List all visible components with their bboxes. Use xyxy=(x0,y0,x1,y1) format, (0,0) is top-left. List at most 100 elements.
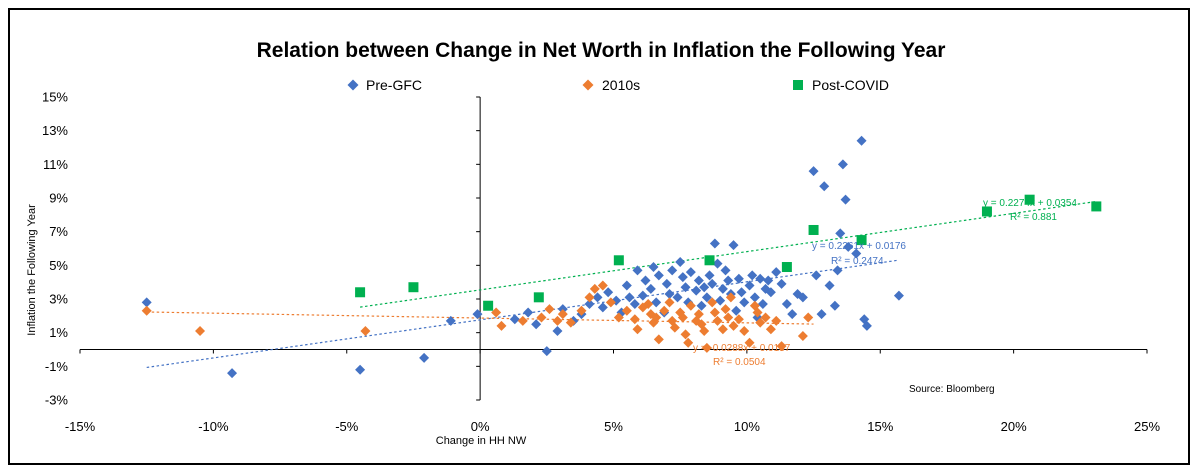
point-pre-gfc xyxy=(704,270,715,281)
point-pre-gfc xyxy=(736,287,747,298)
point-2010s xyxy=(701,342,712,353)
point-2010s xyxy=(605,297,616,308)
x-tick-label: -10% xyxy=(198,419,229,434)
point-2010s xyxy=(693,309,704,320)
point-2010s xyxy=(685,300,696,311)
point-pre-gfc xyxy=(472,309,483,320)
point-2010s xyxy=(565,317,576,328)
point-pre-gfc xyxy=(717,283,728,294)
point-pre-gfc xyxy=(691,285,702,296)
scatter-chart: Relation between Change in Net Worth in … xyxy=(26,39,1160,447)
point-pre-gfc xyxy=(808,166,819,177)
point-pre-gfc xyxy=(603,287,614,298)
point-post-covid xyxy=(533,292,544,303)
point-2010s xyxy=(621,305,632,316)
point-2010s xyxy=(536,312,547,323)
point-2010s xyxy=(739,325,750,336)
point-2010s xyxy=(557,309,568,320)
point-post-covid xyxy=(1091,201,1102,212)
point-pre-gfc xyxy=(835,228,846,239)
chart-frame: Relation between Change in Net Worth in … xyxy=(8,8,1190,465)
trendline-equation-post-covid: y = 0.2274x + 0.0354 xyxy=(983,198,1077,209)
x-tick-label: 0% xyxy=(471,419,490,434)
point-pre-gfc xyxy=(651,297,662,308)
x-tick-label: 15% xyxy=(867,419,893,434)
point-post-covid xyxy=(808,224,819,235)
x-tick-label: 10% xyxy=(734,419,760,434)
y-tick-label: 9% xyxy=(49,191,68,206)
point-2010s xyxy=(653,334,664,345)
point-2010s xyxy=(725,292,736,303)
point-pre-gfc xyxy=(523,307,534,318)
data-points xyxy=(141,135,1102,379)
point-pre-gfc xyxy=(723,275,734,286)
point-pre-gfc xyxy=(776,278,787,289)
trendline-r2-pre-gfc: R² = 0.2474 xyxy=(831,256,884,267)
point-pre-gfc xyxy=(552,325,563,336)
point-pre-gfc xyxy=(840,194,851,205)
legend-marker-2010s xyxy=(582,79,594,91)
point-pre-gfc xyxy=(419,352,430,363)
point-pre-gfc xyxy=(640,275,651,286)
legend-marker-post-covid xyxy=(793,80,803,90)
point-2010s xyxy=(723,312,734,323)
point-pre-gfc xyxy=(629,299,640,310)
point-pre-gfc xyxy=(541,346,552,357)
point-pre-gfc xyxy=(677,272,688,283)
x-tick-label: 25% xyxy=(1134,419,1160,434)
point-pre-gfc xyxy=(715,295,726,306)
point-pre-gfc xyxy=(731,305,742,316)
point-pre-gfc xyxy=(733,273,744,284)
point-pre-gfc xyxy=(531,319,542,330)
y-axis-label: Inflation the Following Year xyxy=(26,204,38,336)
legend-item-2010s: 2010s xyxy=(582,77,640,93)
point-pre-gfc xyxy=(653,270,664,281)
point-2010s xyxy=(643,299,654,310)
point-2010s xyxy=(496,320,507,331)
point-pre-gfc xyxy=(685,267,696,278)
point-pre-gfc xyxy=(648,262,659,273)
point-2010s xyxy=(552,315,563,326)
point-post-covid xyxy=(613,255,624,266)
point-pre-gfc xyxy=(621,280,632,291)
point-2010s xyxy=(629,314,640,325)
point-pre-gfc xyxy=(445,315,456,326)
point-pre-gfc xyxy=(728,240,739,251)
point-pre-gfc xyxy=(843,241,854,252)
point-pre-gfc xyxy=(744,280,755,291)
point-pre-gfc xyxy=(837,159,848,170)
point-post-covid xyxy=(355,287,366,298)
point-pre-gfc xyxy=(829,300,840,311)
point-pre-gfc xyxy=(739,297,750,308)
point-2010s xyxy=(771,315,782,326)
point-pre-gfc xyxy=(763,275,774,286)
point-pre-gfc xyxy=(624,292,635,303)
point-pre-gfc xyxy=(672,292,683,303)
point-2010s xyxy=(584,292,595,303)
y-tick-label: 3% xyxy=(49,292,68,307)
point-pre-gfc xyxy=(597,302,608,313)
point-pre-gfc xyxy=(592,292,603,303)
x-tick-label: -15% xyxy=(65,419,96,434)
point-pre-gfc xyxy=(797,292,808,303)
point-2010s xyxy=(776,341,787,352)
trendline-equation-2010s: y = -0.0288x + 0.0187 xyxy=(693,343,791,354)
legend-marker-pre-gfc xyxy=(347,79,359,91)
point-2010s xyxy=(544,304,555,315)
point-pre-gfc xyxy=(856,135,867,146)
point-2010s xyxy=(699,325,710,336)
point-2010s xyxy=(765,324,776,335)
point-pre-gfc xyxy=(893,290,904,301)
point-2010s xyxy=(669,322,680,333)
point-2010s xyxy=(597,280,608,291)
point-pre-gfc xyxy=(696,300,707,311)
point-pre-gfc xyxy=(787,309,798,320)
point-pre-gfc xyxy=(699,282,710,293)
point-post-covid xyxy=(981,206,992,217)
legend-label-2010s: 2010s xyxy=(602,77,640,93)
point-pre-gfc xyxy=(557,304,568,315)
point-pre-gfc xyxy=(680,282,691,293)
point-pre-gfc xyxy=(645,283,656,294)
point-2010s xyxy=(709,307,720,318)
source-note: Source: Bloomberg xyxy=(909,384,995,395)
